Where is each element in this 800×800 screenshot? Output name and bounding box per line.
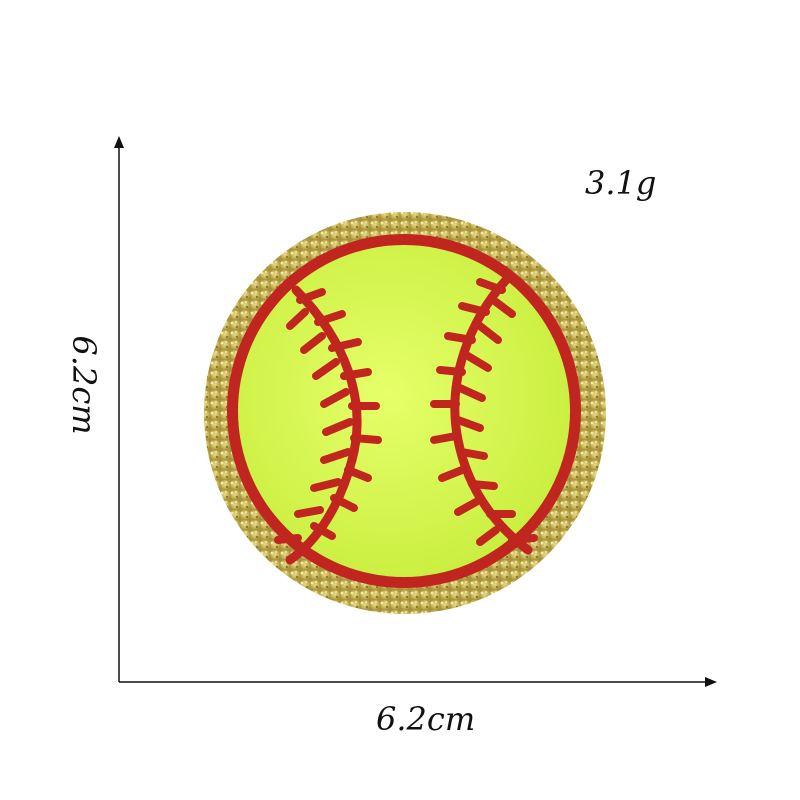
vertical-axis-arrowhead <box>114 136 124 148</box>
right-seam-line <box>450 275 533 555</box>
height-dimension-label: 6.2cm <box>65 335 103 435</box>
left-seam-stitches <box>274 288 382 544</box>
softball-patch <box>204 212 606 614</box>
weight-label: 3.1g <box>585 164 657 202</box>
horizontal-axis-arrowhead <box>705 677 717 687</box>
right-seam-stitches <box>430 278 538 546</box>
width-dimension-label: 6.2cm <box>376 700 476 738</box>
left-seam-line <box>285 285 362 565</box>
ball-felt <box>238 245 570 577</box>
dimension-axes <box>114 136 717 687</box>
